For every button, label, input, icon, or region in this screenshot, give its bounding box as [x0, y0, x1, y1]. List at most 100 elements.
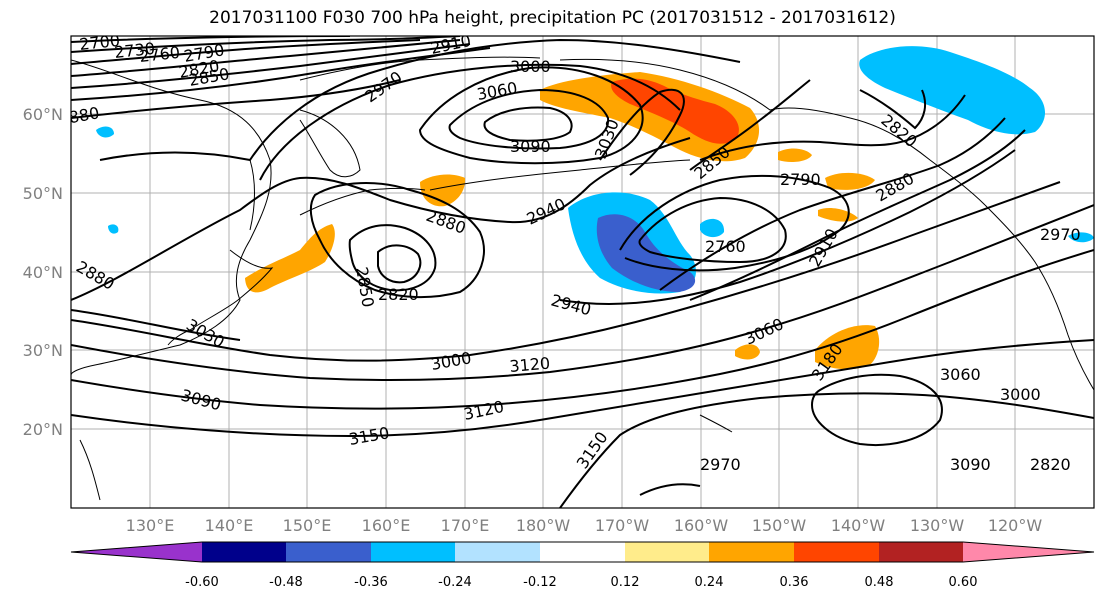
- contour-label: 2820: [1030, 455, 1071, 474]
- coast-japan: [167, 249, 274, 346]
- contour-2820-low: [377, 244, 422, 284]
- lon-label-180w: 180°W: [516, 516, 571, 535]
- contour-2910-east: [689, 129, 1026, 301]
- colorbar-tick: -0.48: [269, 575, 303, 590]
- coast-asia: [71, 59, 272, 376]
- precip-negative-small-a: [700, 218, 725, 238]
- contour-label: 3090: [950, 455, 991, 474]
- lon-label-120w: 120°W: [988, 516, 1043, 535]
- height-contours: [71, 36, 1094, 508]
- contour-2940-east: [559, 149, 1016, 305]
- lon-label-150w: 150°W: [752, 516, 807, 535]
- colorbar-tick: -0.12: [523, 575, 557, 590]
- contour-3150-pocket: [639, 483, 701, 496]
- colorbar-tick: 0.60: [949, 575, 978, 590]
- contour-2880-north: [71, 79, 401, 119]
- contour-label: 3000: [1000, 385, 1041, 404]
- colorbar-tick: -0.36: [354, 575, 388, 590]
- contour-3150-south: [559, 392, 1094, 508]
- colorbar-segment: [709, 542, 794, 562]
- contour-3180-high: [810, 373, 943, 446]
- precip-positive-small-a: [735, 344, 760, 360]
- colorbar-tick: 0.36: [780, 575, 809, 590]
- contour-2760-north: [71, 39, 421, 65]
- precip-positive-kamchatka-sea: [420, 174, 466, 207]
- contour-3000-high: [418, 66, 644, 165]
- contour-label: 2790: [780, 170, 821, 189]
- contour-label: 2700: [78, 31, 120, 54]
- colorbar-segment: [963, 542, 1094, 562]
- precip-positive-subtropical: [815, 325, 880, 370]
- map-title: 2017031100 F030 700 hPa height, precipit…: [209, 8, 896, 28]
- contour-2880-east: [659, 117, 1006, 291]
- contour-label: 2760: [705, 237, 746, 256]
- colorbar-tick: 0.24: [695, 575, 724, 590]
- precip-strong-alaska-gulf: [611, 78, 739, 144]
- contour-label: 3060: [940, 365, 981, 384]
- contour-3120-south: [71, 339, 1094, 438]
- lat-label-40n: 40°N: [23, 263, 63, 282]
- contour-2820-east: [699, 94, 966, 161]
- coast-north-america-west: [984, 204, 1094, 391]
- coast-aleutians: [429, 159, 691, 191]
- contour-label: 2760: [138, 43, 180, 66]
- contour-label: 2820: [378, 285, 419, 304]
- lon-label-160e: 160°E: [362, 516, 411, 535]
- precip-negative-central-core: [596, 214, 696, 292]
- contour-2880-mid: [309, 182, 485, 299]
- precip-positive-japan: [245, 224, 335, 293]
- contour-3060-south: [71, 204, 1094, 381]
- colorbar-segment: [879, 542, 963, 562]
- coast-sakhalin: [249, 159, 255, 231]
- lat-label-30n: 30°N: [23, 341, 63, 360]
- precip-negative-small-d: [108, 224, 119, 234]
- contour-2940-wave: [71, 137, 691, 301]
- lon-label-130e: 130°E: [126, 516, 175, 535]
- precip-positive-small-c: [825, 172, 875, 190]
- contour-2790-east: [619, 174, 850, 272]
- colorbar-segment: [455, 542, 540, 562]
- map-border: [70, 35, 1095, 509]
- precip-negative-alaska: [859, 46, 1046, 135]
- contour-3000-south: [71, 181, 1061, 362]
- coastlines: [71, 56, 1094, 501]
- colorbar-segment: [625, 542, 709, 562]
- coast-alaska: [559, 58, 986, 206]
- coast-hawaii: [699, 414, 733, 433]
- contour-label: 3000: [510, 57, 551, 76]
- lon-label-130w: 130°W: [910, 516, 965, 535]
- lat-label-50n: 50°N: [23, 184, 63, 203]
- precip-negative-small-b: [96, 126, 114, 138]
- contour-2820-alaska: [859, 89, 927, 130]
- lon-label-170w: 170°W: [595, 516, 650, 535]
- colorbar-tick: -0.60: [185, 575, 219, 590]
- contour-2820-north: [71, 43, 471, 89]
- colorbar-segment: [286, 542, 371, 562]
- contour-2850-low: [348, 224, 437, 292]
- contour-3090-south: [71, 249, 1094, 410]
- contour-3060-high: [448, 88, 610, 150]
- lon-label-160w: 160°W: [674, 516, 729, 535]
- colorbar-ticks: -0.60 -0.48 -0.36 -0.24 -0.12 0.12 0.24 …: [185, 575, 977, 590]
- colorbar-segment: [71, 542, 202, 562]
- colorbar-outline: [70, 541, 1095, 563]
- coast-kuril: [299, 188, 426, 216]
- contour-2730: [71, 36, 461, 53]
- colorbar: [70, 541, 1095, 563]
- longitude-axis: 130°E 140°E 150°E 160°E 170°E 180°W 170°…: [126, 516, 1043, 535]
- colorbar-tick: 0.48: [865, 575, 894, 590]
- colorbar-tick: 0.12: [611, 575, 640, 590]
- colorbar-segment: [794, 542, 879, 562]
- contour-2850-east: [689, 79, 811, 171]
- lon-label-170e: 170°E: [441, 516, 490, 535]
- contour-2910: [99, 38, 741, 162]
- precip-positive-small-b: [778, 148, 812, 163]
- precip-negative-small-c: [1068, 232, 1094, 243]
- coast-philippines: [79, 439, 101, 501]
- lat-label-20n: 20°N: [23, 420, 63, 439]
- contour-label: 3120: [509, 354, 551, 376]
- coast-kamchatka: [299, 109, 361, 178]
- contour-label: 3090: [510, 137, 551, 156]
- contour-3030-south: [71, 309, 241, 341]
- colorbar-segment: [202, 542, 286, 562]
